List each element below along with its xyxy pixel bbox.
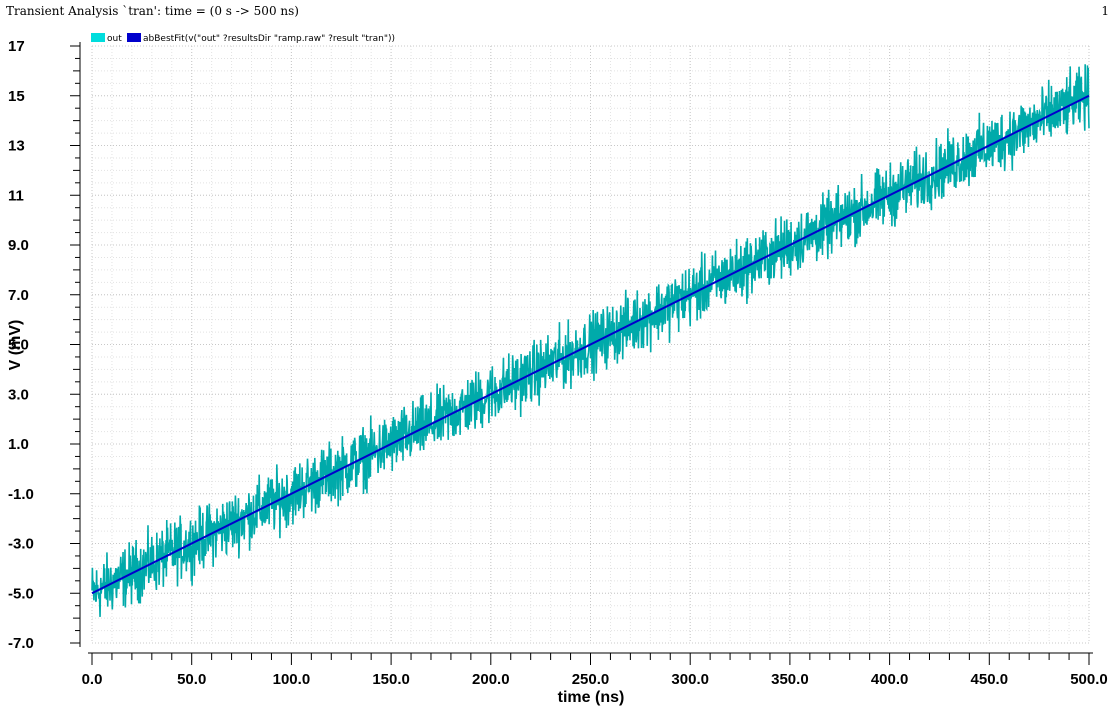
page-number: 1 — [1101, 4, 1109, 18]
legend-swatch-bestfit — [127, 33, 141, 42]
y-tick-label: 7.0 — [8, 287, 29, 304]
series-bestfit-line — [91, 94, 1090, 595]
y-tick-label: -3.0 — [8, 536, 34, 553]
series-out-line — [91, 64, 1090, 617]
chart-title: Transient Analysis `tran': time = (0 s -… — [6, 4, 299, 18]
x-tick-label: 300.0 — [671, 671, 709, 688]
x-tick-label: 500.0 — [1070, 671, 1108, 688]
y-tick-label: 3.0 — [8, 386, 29, 403]
y-axis-label: V (mV) — [7, 320, 24, 371]
y-tick-label: 17 — [8, 38, 25, 55]
x-tick-label: 150.0 — [372, 671, 410, 688]
y-tick-label: 9.0 — [8, 237, 29, 254]
x-tick-label: 450.0 — [971, 671, 1009, 688]
x-tick-label: 200.0 — [472, 671, 510, 688]
legend: out abBestFit(v("out" ?resultsDir "ramp.r… — [91, 33, 395, 44]
legend-label-out: out — [107, 34, 122, 44]
x-tick-label: 250.0 — [572, 671, 610, 688]
x-tick-label: 400.0 — [871, 671, 909, 688]
y-tick-label: 13 — [8, 138, 25, 155]
legend-swatch-out — [91, 33, 105, 42]
y-tick-label: 15 — [8, 88, 25, 105]
y-tick-label: 11 — [8, 187, 24, 204]
y-tick-label: 1.0 — [8, 436, 29, 453]
x-tick-label: 100.0 — [273, 671, 311, 688]
y-tick-label: -5.0 — [8, 585, 34, 602]
x-tick-label: 350.0 — [771, 671, 809, 688]
x-tick-label: 0.0 — [82, 671, 103, 688]
major-grid — [91, 45, 1090, 644]
series-group — [91, 64, 1090, 617]
y-tick-label: -1.0 — [8, 486, 34, 503]
y-tick-label: 5.0 — [8, 337, 29, 354]
x-tick-label: 50.0 — [177, 671, 206, 688]
legend-label-bestfit: abBestFit(v("out" ?resultsDir "ramp.raw"… — [143, 34, 395, 44]
y-tick-label: -7.0 — [8, 635, 34, 652]
x-axis-label: time (ns) — [558, 689, 625, 706]
axes: -7.0 -5.0 -3.0 -1.0 1.0 3.0 5.0 7.0 9.0 11 13 15 17 0… — [8, 38, 1108, 688]
